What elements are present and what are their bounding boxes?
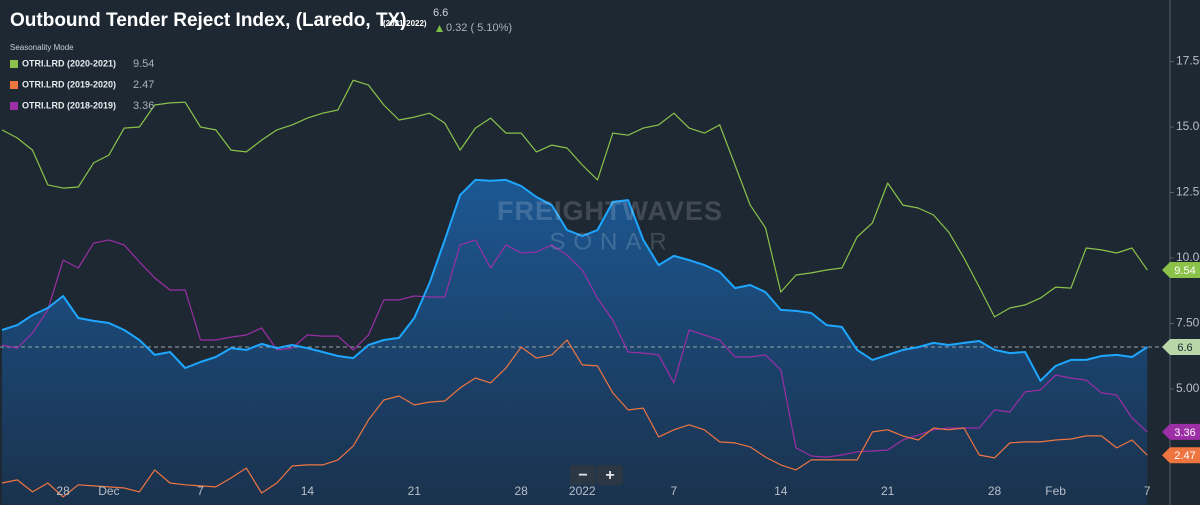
x-tick-label: 14	[301, 484, 315, 498]
y-tick-label: 5.00	[1176, 381, 1200, 395]
line	[1, 339, 1148, 498]
legend-value: 3.36	[133, 100, 154, 112]
zoom-controls: − +	[570, 465, 623, 485]
legend-swatch	[10, 60, 18, 68]
zoom-out-label[interactable]: −	[578, 467, 587, 484]
chart-title: Outbound Tender Reject Index, (Laredo, T…	[10, 10, 407, 31]
y-tick-label: 15.00	[1176, 119, 1200, 133]
zoom-in-label[interactable]: +	[605, 467, 614, 484]
y-tick-label: 17.50	[1176, 54, 1200, 68]
legend: OTRI.LRD (2020-2021) 9.54 OTRI.LRD (2019-2…	[10, 58, 154, 112]
line	[1, 79, 1148, 318]
value-tag	[1162, 262, 1200, 279]
x-tick-label: 28	[988, 484, 1002, 498]
value-tag-label: 3.36	[1174, 427, 1195, 439]
value-tag-label: 6.6	[1177, 342, 1192, 354]
legend-swatch	[10, 81, 18, 89]
value-tag	[1162, 339, 1200, 356]
line	[1, 178, 1148, 382]
legend-value: 2.47	[133, 79, 154, 91]
area	[2, 179, 1148, 505]
chart-subtitle: (2021-2022)	[383, 19, 427, 28]
x-tick-label: 7	[1144, 484, 1151, 498]
y-tick-label: 12.50	[1176, 185, 1200, 199]
current-value: 6.6	[433, 7, 448, 19]
value-tag	[1162, 447, 1200, 464]
x-tick-label: 21	[408, 484, 422, 498]
legend-label: OTRI.LRD (2019-2020)	[22, 79, 116, 89]
legend-label: OTRI.LRD (2020-2021)	[22, 58, 116, 68]
legend-value: 9.54	[133, 58, 154, 70]
x-tick-label: 14	[774, 484, 788, 498]
line	[1, 239, 1148, 458]
x-tick-label: 2022	[569, 484, 596, 498]
plot-area	[0, 79, 1170, 505]
value-tag-label: 2.47	[1174, 450, 1195, 462]
legend-title: Seasonality Mode	[10, 43, 74, 52]
up-arrow	[436, 25, 443, 32]
zoom-out-button[interactable]	[570, 465, 596, 485]
x-tick-label: 21	[881, 484, 895, 498]
y-tick-label: 10.00	[1176, 250, 1200, 264]
x-tick-label: 7	[197, 484, 204, 498]
zoom-in-button[interactable]	[597, 465, 623, 485]
watermark: FREIGHTWAVES	[497, 196, 723, 226]
y-tick-label: 7.50	[1176, 316, 1200, 330]
x-tick-label: Feb	[1045, 484, 1066, 498]
value-tag-label: 9.54	[1174, 265, 1195, 277]
x-tick-label: 28	[56, 484, 70, 498]
watermark: SONAR	[549, 228, 674, 255]
legend-swatch	[10, 102, 18, 110]
value-tag	[1162, 423, 1200, 440]
x-tick-label: 28	[515, 484, 529, 498]
legend-label: OTRI.LRD (2018-2019)	[22, 100, 116, 110]
x-tick-label: 7	[671, 484, 678, 498]
change: 0.32 ( 5.10%)	[446, 22, 512, 34]
x-tick-label: Dec	[98, 484, 119, 498]
